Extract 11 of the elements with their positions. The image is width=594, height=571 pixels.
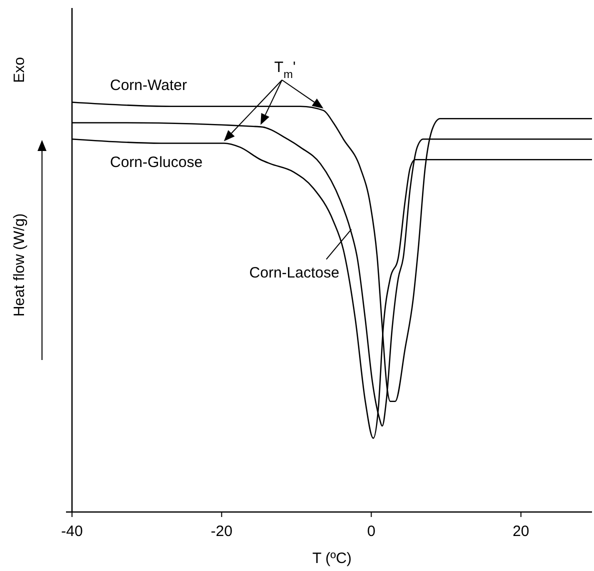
series-label: Corn-Glucose bbox=[110, 154, 203, 172]
x-tick-label: 20 bbox=[512, 523, 530, 540]
x-tick-label: 0 bbox=[367, 523, 376, 540]
x-tick-label: -20 bbox=[210, 523, 232, 540]
text: Exo bbox=[11, 57, 28, 83]
legend-label: Corn-Lactose bbox=[249, 264, 340, 282]
y-axis-title: Heat flow (W/g) bbox=[11, 213, 28, 317]
x-axis-title: T (ºC) bbox=[312, 550, 352, 567]
series-label: Corn-Water bbox=[110, 77, 187, 94]
x-tick-label: -40 bbox=[61, 523, 83, 540]
text: T$_{m}$' bbox=[274, 59, 296, 81]
